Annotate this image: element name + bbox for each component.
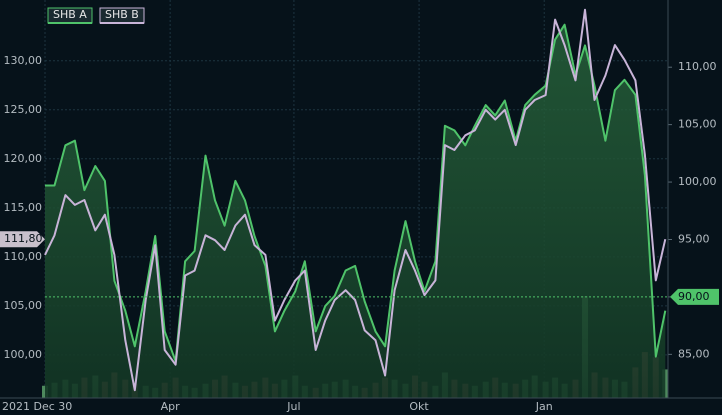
area — [45, 24, 666, 398]
y-tick-label: 120,00 — [4, 152, 43, 165]
y-tick-label: 115,00 — [4, 201, 43, 214]
y-tick-label: 100,00 — [4, 348, 43, 361]
line — [44, 8, 667, 392]
y2-tick-label: 110,00 — [678, 60, 717, 73]
x-tick-label: 2021 Dec 30 — [2, 400, 72, 413]
x-tick-label: Okt — [409, 400, 429, 413]
legend-label: SHB A — [53, 8, 87, 21]
y-tick-label: 130,00 — [4, 54, 43, 67]
x-tick-label: Jul — [286, 400, 300, 413]
y2-tick-label: 85,00 — [678, 347, 710, 360]
price-label: 111,80 — [4, 232, 43, 245]
y-tick-label: 125,00 — [4, 103, 43, 116]
price-badge — [670, 288, 719, 305]
price-label: 90,00 — [678, 290, 710, 303]
y2-tick-label: 100,00 — [678, 175, 717, 188]
y2-tick-label: 95,00 — [678, 232, 710, 245]
legend-label: SHB B — [105, 8, 139, 21]
y-tick-label: 105,00 — [4, 299, 43, 312]
x-tick-label: Jan — [535, 400, 553, 413]
y-tick-label: 110,00 — [4, 250, 43, 263]
line — [45, 23, 667, 363]
y2-tick-label: 105,00 — [678, 118, 717, 131]
price-badge — [0, 231, 45, 248]
x-tick-label: Apr — [161, 400, 181, 413]
